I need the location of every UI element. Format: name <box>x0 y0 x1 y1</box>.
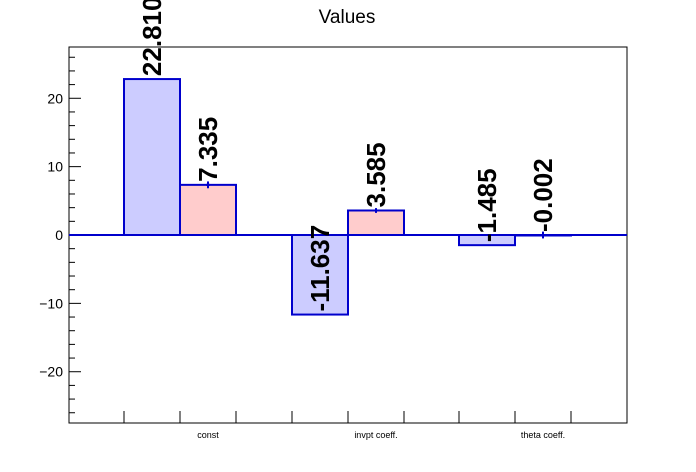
y-tick-label: −10 <box>39 295 63 311</box>
x-tick-label: invpt coeff. <box>354 430 397 440</box>
bar <box>179 183 237 236</box>
bars <box>123 78 572 316</box>
y-tick-label: −20 <box>39 364 63 380</box>
data-label: -11.637 <box>305 225 335 312</box>
data-labels: 22.810 -11.637 -1.485 7.335 3.585 -0.002 <box>137 0 558 312</box>
y-tick-label: 0 <box>55 227 63 243</box>
bar <box>123 78 181 236</box>
chart-title: Values <box>319 7 376 28</box>
x-tick-label: const <box>197 430 219 440</box>
data-label: 3.585 <box>361 142 391 207</box>
x-axis: const invpt coeff. theta coeff. <box>123 411 572 440</box>
y-axis: −20 −10 0 10 20 <box>39 56 81 414</box>
data-label: 22.810 <box>137 0 167 76</box>
bar <box>347 209 405 237</box>
bar <box>291 234 349 316</box>
data-label: -0.002 <box>528 158 558 232</box>
y-tick-label: 20 <box>47 90 63 106</box>
data-label: 7.335 <box>193 117 223 182</box>
x-tick-label: theta coeff. <box>521 430 565 440</box>
data-label: -1.485 <box>472 168 502 242</box>
y-tick-label: 10 <box>47 159 63 175</box>
